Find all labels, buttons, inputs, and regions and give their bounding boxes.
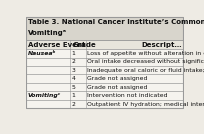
Text: 2: 2 [72, 59, 76, 64]
Text: Table 3. National Cancer Institute’s Common Terminology C…: Table 3. National Cancer Institute’s Com… [28, 19, 204, 25]
Text: Intervention not indicated: Intervention not indicated [87, 93, 168, 98]
Text: 1: 1 [72, 93, 76, 98]
Bar [26, 40, 183, 49]
Bar [26, 66, 183, 75]
Text: Descript…: Descript… [141, 42, 182, 48]
Bar [26, 17, 183, 108]
Bar [26, 83, 183, 91]
Bar [26, 75, 183, 83]
Bar [26, 91, 183, 100]
Text: Grade not assigned: Grade not assigned [87, 76, 147, 81]
Text: Grade: Grade [72, 42, 96, 48]
Text: 5: 5 [72, 85, 76, 90]
Text: 4: 4 [72, 76, 75, 81]
Text: Vomitingᶜ: Vomitingᶜ [28, 93, 61, 98]
Text: Grade not assigned: Grade not assigned [87, 85, 147, 90]
Text: Vomitingᵃ: Vomitingᵃ [28, 30, 67, 36]
Text: Inadequate oral caloric or fluid intake; tube fe…: Inadequate oral caloric or fluid intake;… [87, 68, 204, 73]
Text: Outpatient IV hydration; medical intervention…: Outpatient IV hydration; medical interve… [87, 102, 204, 107]
Bar [26, 49, 183, 58]
Bar [26, 58, 183, 66]
Bar [26, 17, 183, 40]
Text: 1: 1 [72, 51, 76, 56]
Bar [26, 100, 183, 108]
Text: Adverse Event: Adverse Event [28, 42, 85, 48]
Text: 2: 2 [72, 102, 76, 107]
Text: Oral intake decreased without significant wei…: Oral intake decreased without significan… [87, 59, 204, 64]
Text: Loss of appetite without alteration in eating h…: Loss of appetite without alteration in e… [87, 51, 204, 56]
Text: 3: 3 [72, 68, 76, 73]
Text: Nauseaᵇ: Nauseaᵇ [28, 51, 56, 56]
